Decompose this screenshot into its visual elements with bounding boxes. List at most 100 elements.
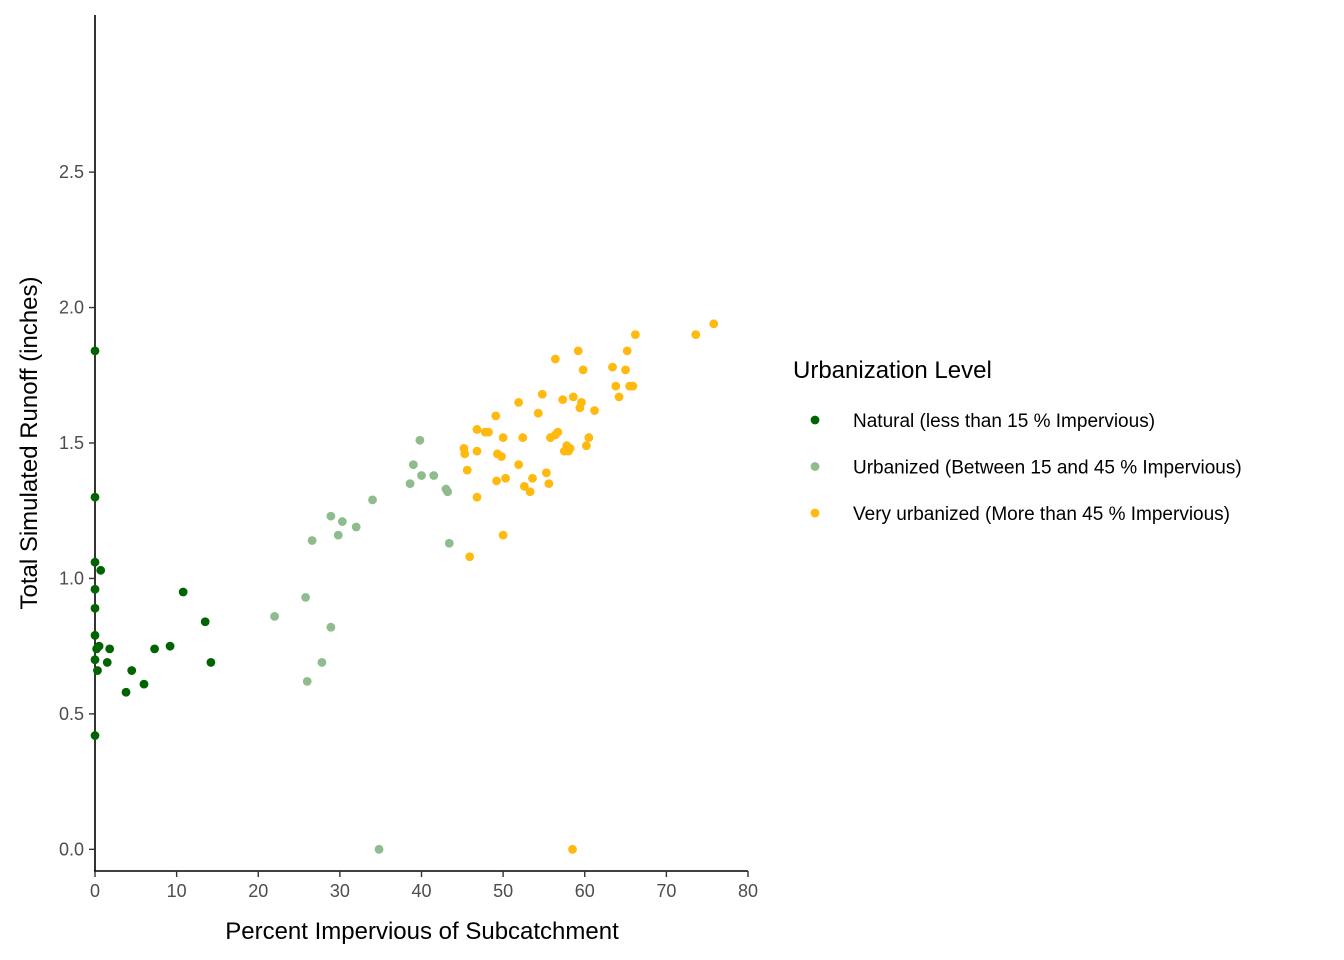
data-point xyxy=(472,492,482,502)
data-point xyxy=(150,644,159,654)
data-point xyxy=(622,346,632,356)
data-point xyxy=(307,536,317,545)
data-point xyxy=(519,481,529,491)
data-point xyxy=(472,446,482,456)
data-point xyxy=(577,397,586,407)
data-point xyxy=(537,389,547,399)
data-point xyxy=(584,433,594,442)
x-tick-label: 50 xyxy=(493,881,513,901)
x-tick-label: 70 xyxy=(656,881,676,901)
data-point xyxy=(96,565,106,575)
data-point xyxy=(102,658,112,667)
data-point xyxy=(541,468,551,478)
data-point xyxy=(709,319,719,329)
data-point xyxy=(443,487,453,497)
data-point xyxy=(200,617,210,627)
data-point xyxy=(581,441,591,451)
data-point xyxy=(608,362,617,372)
y-tick-label: 2.0 xyxy=(59,298,84,318)
data-point xyxy=(270,611,279,621)
data-point xyxy=(326,511,336,521)
data-point xyxy=(460,449,470,459)
data-point xyxy=(90,492,100,502)
data-point xyxy=(408,460,418,470)
legend-label: Urbanized (Between 15 and 45 % Imperviou… xyxy=(853,458,1242,479)
legend-marker xyxy=(810,462,820,471)
data-point xyxy=(590,406,599,415)
data-point xyxy=(317,658,327,667)
data-point xyxy=(528,473,537,483)
data-point xyxy=(544,479,554,489)
data-point xyxy=(491,411,501,421)
data-point xyxy=(492,476,501,486)
legend-label: Very urbanized (More than 45 % Imperviou… xyxy=(853,504,1230,525)
x-tick-label: 10 xyxy=(167,881,187,901)
data-point xyxy=(333,530,343,540)
data-point xyxy=(558,395,568,405)
data-point xyxy=(415,435,425,445)
data-point xyxy=(550,354,560,364)
data-point xyxy=(90,655,100,665)
y-tick-label: 1.0 xyxy=(59,568,84,588)
x-tick-label: 30 xyxy=(330,881,350,901)
data-point xyxy=(578,365,588,375)
data-point xyxy=(628,381,638,391)
data-point xyxy=(498,433,508,442)
legend-title: Urbanization Level xyxy=(793,357,992,384)
data-point xyxy=(368,495,377,505)
data-point xyxy=(621,365,630,375)
data-point xyxy=(472,425,482,434)
y-ticks: 0.0 0.5 1.0 1.5 2.0 2.5 xyxy=(59,162,95,859)
data-point xyxy=(351,522,361,532)
x-tick-label: 80 xyxy=(738,881,758,901)
data-point xyxy=(691,330,701,340)
data-point xyxy=(90,731,100,740)
data-point xyxy=(90,557,100,567)
x-axis-title: Percent Impervious of Subcatchment xyxy=(225,918,619,945)
data-point xyxy=(501,473,510,483)
data-points xyxy=(90,319,719,854)
data-point xyxy=(611,381,621,391)
y-tick-label: 0.0 xyxy=(59,839,84,859)
legend: Urbanization Level Natural (less than 15… xyxy=(793,357,1242,525)
data-point xyxy=(568,392,578,402)
data-point xyxy=(484,427,493,437)
x-tick-label: 20 xyxy=(248,881,268,901)
data-point xyxy=(105,644,115,654)
data-point xyxy=(498,530,508,540)
data-point xyxy=(565,444,575,453)
y-tick-label: 0.5 xyxy=(59,704,84,724)
data-point xyxy=(93,666,102,675)
y-tick-label: 2.5 xyxy=(59,162,84,182)
data-point xyxy=(127,666,137,675)
data-point xyxy=(444,538,454,548)
data-point xyxy=(178,587,188,597)
data-point xyxy=(429,471,439,480)
data-point xyxy=(326,622,336,632)
x-tick-label: 0 xyxy=(90,881,100,901)
legend-items: Natural (less than 15 % Impervious) Urban… xyxy=(810,411,1242,525)
data-point xyxy=(462,465,472,475)
legend-label: Natural (less than 15 % Impervious) xyxy=(853,411,1155,432)
legend-marker xyxy=(810,415,820,425)
y-axis-title: Total Simulated Runoff (inches) xyxy=(16,276,43,609)
data-point xyxy=(121,687,131,697)
data-point xyxy=(94,641,104,651)
data-point xyxy=(518,433,528,442)
x-ticks: 0 10 20 30 40 50 60 70 80 xyxy=(90,871,758,901)
data-point xyxy=(374,844,384,854)
data-point xyxy=(614,392,624,402)
x-tick-label: 40 xyxy=(411,881,431,901)
data-point xyxy=(514,460,524,470)
data-point xyxy=(573,346,583,356)
legend-marker xyxy=(810,508,820,518)
data-point xyxy=(525,487,535,497)
data-point xyxy=(630,330,640,340)
data-point xyxy=(90,630,100,640)
data-point xyxy=(165,641,175,651)
data-point xyxy=(139,679,149,689)
data-point xyxy=(90,603,100,613)
data-point xyxy=(533,408,543,418)
data-point xyxy=(417,471,426,480)
